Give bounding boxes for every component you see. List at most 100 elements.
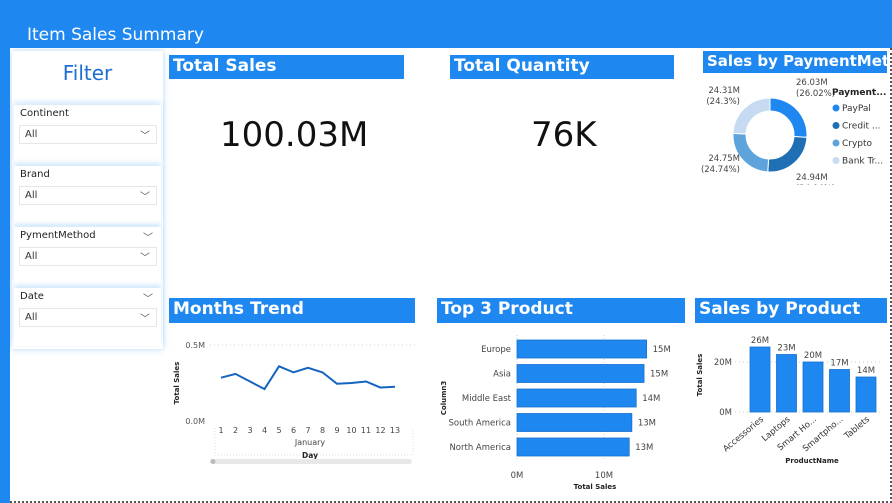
filter-title: Filter xyxy=(62,61,113,85)
donut-slice-0 xyxy=(769,97,808,138)
slicer-label: Continent xyxy=(20,108,69,119)
donut-value-label: 24.31M xyxy=(708,86,740,96)
y-tick: 20M xyxy=(714,358,732,368)
data-label: 14M xyxy=(857,366,875,376)
slicer-payment-method: PymentMethod ﹀ All ﹀ xyxy=(14,227,161,285)
bar-0 xyxy=(749,346,771,413)
payment-donut-chart: 26.03M(26.02%) PayPal 24.94M(24.94%) Credit… xyxy=(701,78,887,185)
filter-panel: Filter Continent All ﹀ Brand All ﹀ PymentM… xyxy=(12,51,163,349)
chevron-down-icon[interactable]: ﹀ xyxy=(143,233,153,244)
data-label: 13M xyxy=(638,419,656,429)
scrollbar-thumb[interactable] xyxy=(210,459,216,464)
legend-item: Credit ... xyxy=(842,122,881,132)
legend-marker xyxy=(832,157,840,164)
bar-1 xyxy=(516,364,645,383)
x-tick: 2 xyxy=(233,426,238,435)
legend-item: Bank Tr... xyxy=(842,157,883,167)
payment-method-dropdown[interactable]: All ﹀ xyxy=(19,247,157,266)
donut-slice-1 xyxy=(767,136,808,173)
donut-value-label: 26.03M xyxy=(796,78,828,88)
months-trend-chart: 0.5M0.0M1 2 3 4 5 6 7 8 9 10 11 12 13JanuaryDayTotal… xyxy=(173,341,415,464)
x-tick: 3 xyxy=(247,426,252,435)
bar-2 xyxy=(516,388,637,408)
bar-4 xyxy=(855,376,877,413)
category-label: South America xyxy=(449,419,511,429)
x-tick: 9 xyxy=(334,426,339,435)
total-sales-title: Total Sales xyxy=(169,55,404,79)
y-axis-title: Total Sales xyxy=(173,362,181,405)
payment-chart-title: Sales by PaymentMethod xyxy=(703,51,887,73)
months-trend-title: Months Trend xyxy=(169,298,415,323)
x-axis-title: ProductName xyxy=(785,457,839,465)
chevron-down-icon: ﹀ xyxy=(140,314,150,325)
date-dropdown[interactable]: All ﹀ xyxy=(19,308,157,327)
top-product-chart: Europe 15M Asia 15M Middle East 14M South Amer… xyxy=(440,335,671,491)
chevron-down-icon[interactable]: ﹀ xyxy=(143,294,153,305)
legend-item: PayPal xyxy=(842,104,871,114)
x-tick: 10M xyxy=(595,471,613,481)
trend-line xyxy=(220,365,396,391)
dropdown-value: All xyxy=(25,129,38,140)
legend-marker xyxy=(832,139,840,147)
x-tick: 0M xyxy=(511,471,524,481)
category-label: Tablets xyxy=(842,414,872,442)
x-tick: 12 xyxy=(375,426,385,435)
x-axis-title: Total Sales xyxy=(574,483,617,491)
slicer-label: Date xyxy=(20,291,44,302)
dropdown-value: All xyxy=(25,312,38,323)
chevron-down-icon: ﹀ xyxy=(140,131,150,142)
donut-slice-3 xyxy=(732,97,771,135)
total-quantity-title: Total Quantity xyxy=(450,55,674,79)
data-label: 20M xyxy=(804,351,822,361)
x-tick: 10 xyxy=(346,426,356,435)
x-tick: 4 xyxy=(262,426,267,435)
data-label: 13M xyxy=(635,443,653,453)
legend-marker xyxy=(832,104,840,112)
sales-by-product-title: Sales by Product xyxy=(695,298,887,323)
x-axis-title: Day xyxy=(302,451,318,460)
x-tick: 11 xyxy=(361,426,371,435)
chevron-down-icon: ﹀ xyxy=(140,192,150,203)
legend-marker xyxy=(832,122,840,129)
donut-value-label: 24.75M xyxy=(708,154,740,164)
x-group-label: January xyxy=(294,438,326,447)
chevron-down-icon: ﹀ xyxy=(140,253,150,264)
donut-pct-label: (24.74%) xyxy=(701,165,740,175)
brand-dropdown[interactable]: All ﹀ xyxy=(19,186,157,205)
slicer-label: Brand xyxy=(20,169,50,180)
bar-0 xyxy=(516,339,648,359)
horizontal-scrollbar[interactable] xyxy=(210,459,412,464)
data-label: 15M xyxy=(653,345,671,355)
data-label: 23M xyxy=(777,344,795,354)
y-tick: 0.0M xyxy=(185,417,205,426)
bar-1 xyxy=(776,354,797,413)
total-quantity-value: 76K xyxy=(531,115,597,155)
y-axis-title: Column3 xyxy=(440,381,448,416)
x-tick: 5 xyxy=(276,426,281,435)
bar-2 xyxy=(802,361,824,413)
x-tick: 8 xyxy=(320,426,325,435)
legend-item: Crypto xyxy=(842,139,873,149)
slicer-continent: Continent All ﹀ xyxy=(14,105,161,163)
continent-dropdown[interactable]: All ﹀ xyxy=(19,125,157,144)
category-label: North America xyxy=(449,443,511,453)
donut-pct-label: (26.02%) xyxy=(796,89,835,99)
data-label: 17M xyxy=(830,359,848,369)
total-sales-value: 100.03M xyxy=(220,115,369,155)
data-label: 26M xyxy=(751,336,769,346)
dropdown-value: All xyxy=(25,190,38,201)
category-label: Asia xyxy=(493,370,511,380)
bar-4 xyxy=(516,437,630,457)
report-title: Item Sales Summary xyxy=(27,25,204,45)
x-tick: 6 xyxy=(291,426,296,435)
category-label: Europe xyxy=(481,345,511,355)
data-label: 15M xyxy=(650,370,668,380)
category-label: Middle East xyxy=(462,394,512,404)
top-product-title: Top 3 Product xyxy=(437,298,685,323)
bar-3 xyxy=(829,369,850,413)
donut-value-label: 24.94M xyxy=(796,173,828,183)
slicer-label: PymentMethod xyxy=(20,230,96,241)
category-label: Accessories xyxy=(721,414,766,454)
x-tick: 13 xyxy=(390,426,400,435)
dropdown-value: All xyxy=(25,251,38,262)
